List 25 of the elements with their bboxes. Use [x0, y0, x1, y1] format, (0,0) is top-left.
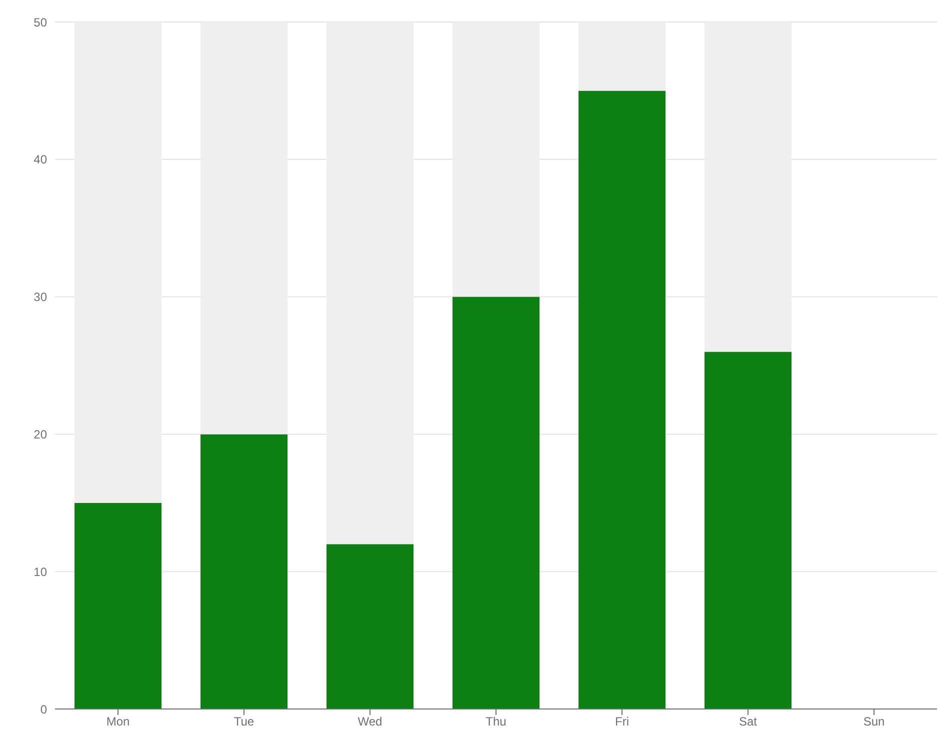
x-tick-label: Sat: [738, 714, 758, 729]
bar: [578, 22, 666, 91]
x-tick-label: Mon: [106, 714, 130, 729]
bar: [578, 90, 666, 709]
x-tick-label: Thu: [486, 714, 506, 729]
x-tick-label: Fri: [615, 714, 629, 729]
y-tick-label: 30: [34, 290, 48, 304]
y-tick-label: 40: [34, 152, 48, 167]
y-tick-label: 0: [40, 702, 48, 716]
bar: [452, 22, 540, 297]
bar: [200, 434, 288, 709]
x-tick-label: Sun: [863, 714, 885, 729]
x-tick-label: Tue: [234, 714, 254, 729]
bar: [200, 22, 288, 434]
bar: [326, 544, 414, 709]
x-tick-label: Wed: [358, 714, 382, 729]
bar: [326, 22, 414, 544]
bar: [74, 22, 162, 503]
y-tick-label: 20: [34, 427, 48, 442]
y-tick-label: 50: [34, 15, 48, 30]
bar: [452, 296, 540, 709]
bar: [704, 352, 792, 709]
bar: [704, 22, 792, 352]
y-tick-label: 10: [34, 564, 48, 579]
bar: [74, 502, 162, 709]
